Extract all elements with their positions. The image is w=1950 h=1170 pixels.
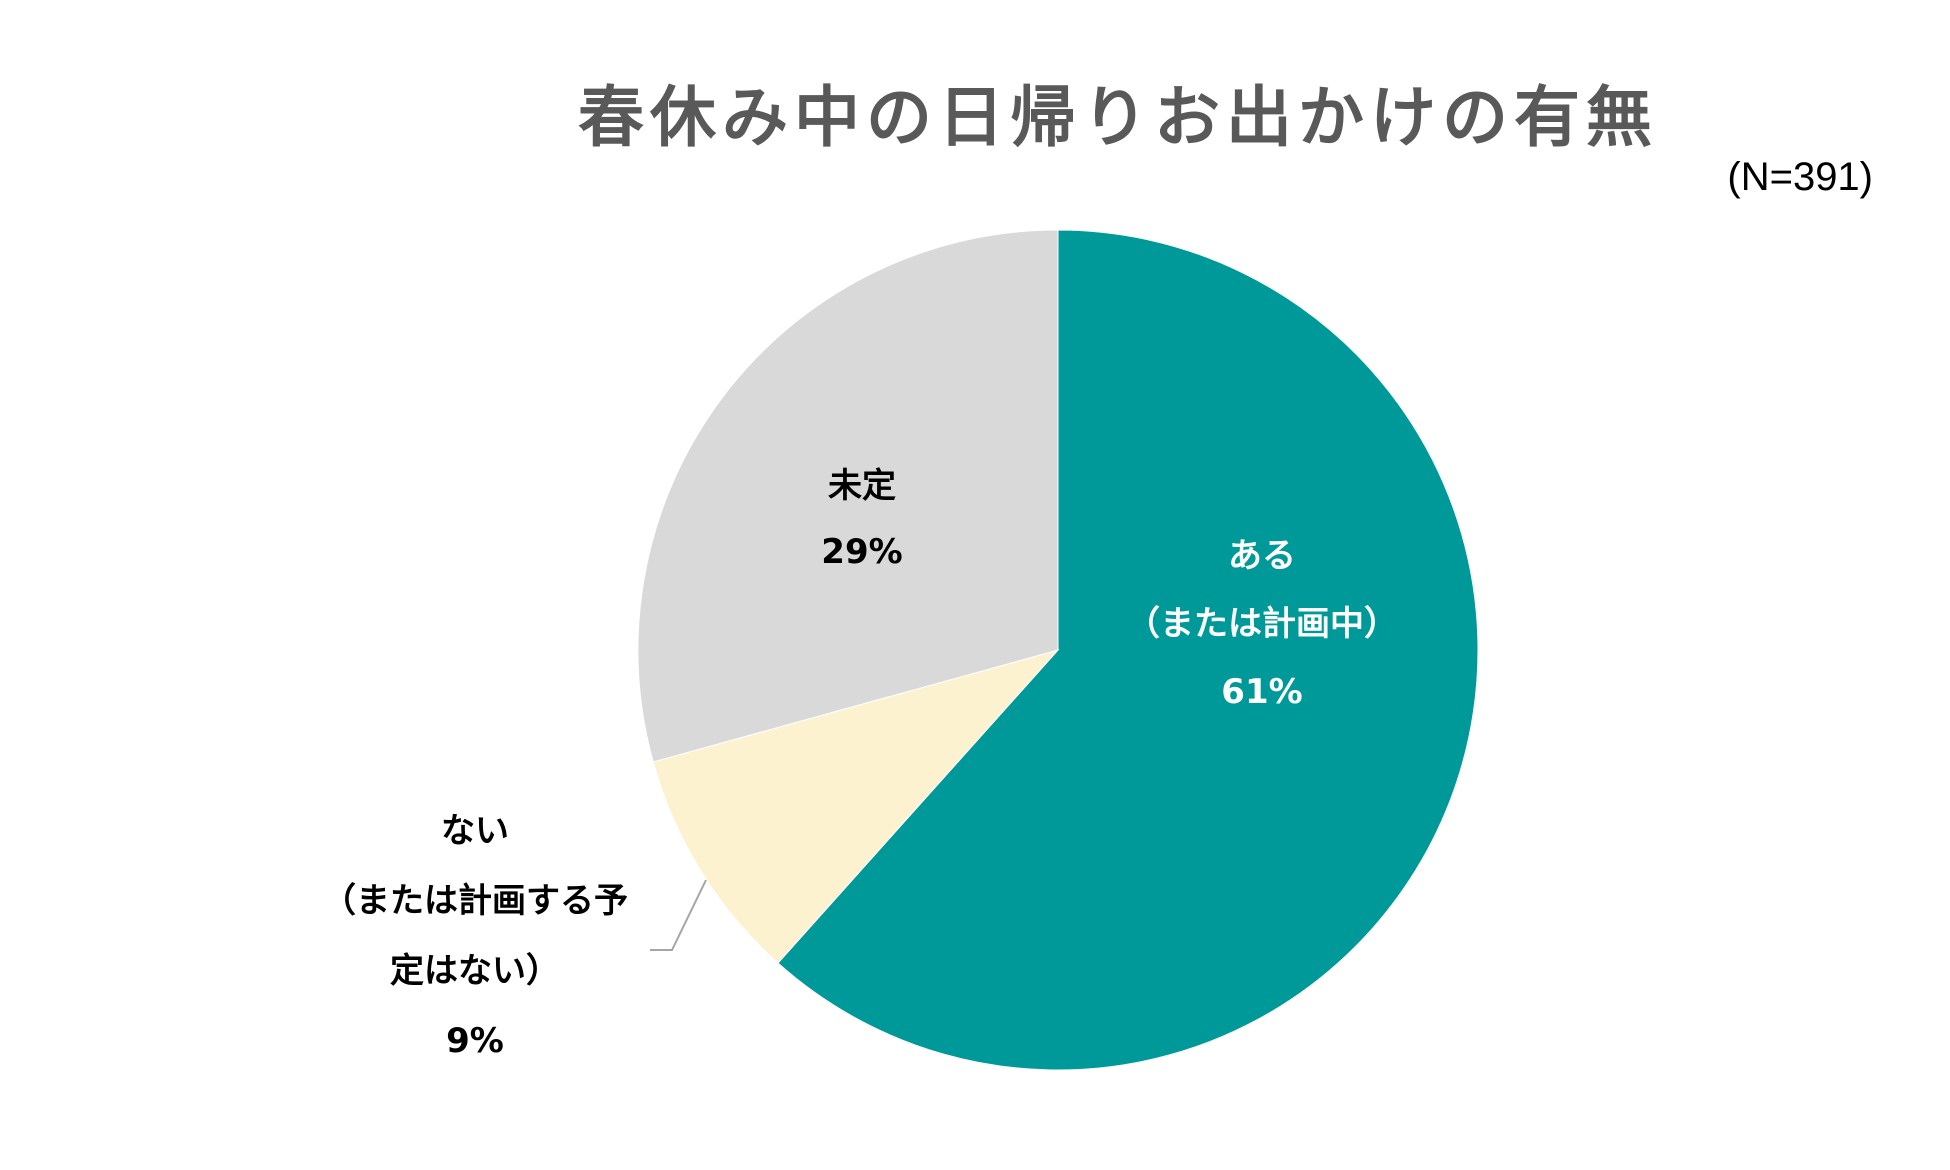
value-label-nai: 9% — [446, 1021, 504, 1061]
pie-slice-nai — [652, 649, 1060, 964]
chart-title: 春休み中の日帰りお出かけの有無 — [578, 79, 1658, 156]
category-label-nai-line2: （または計画する予 — [322, 881, 628, 921]
category-label-aru-line1: ある — [1228, 536, 1296, 576]
category-label-nai-line3: 定はない） — [390, 951, 560, 991]
value-label-aru: 61% — [1221, 672, 1302, 712]
pie-slices — [637, 229, 1479, 1071]
value-label-mitei: 29% — [821, 532, 902, 572]
category-label-aru-line2: （または計画中） — [1126, 604, 1398, 644]
category-label-nai-line1: ない — [441, 811, 509, 851]
leader-line-nai — [650, 879, 707, 951]
pie-slice-aru — [777, 229, 1479, 1071]
pie-slice-mitei — [637, 229, 1059, 763]
category-label-mitei-line1: 未定 — [828, 466, 896, 506]
sample-size-note: (N=391) — [1727, 155, 1873, 199]
leader-lines — [650, 879, 707, 951]
